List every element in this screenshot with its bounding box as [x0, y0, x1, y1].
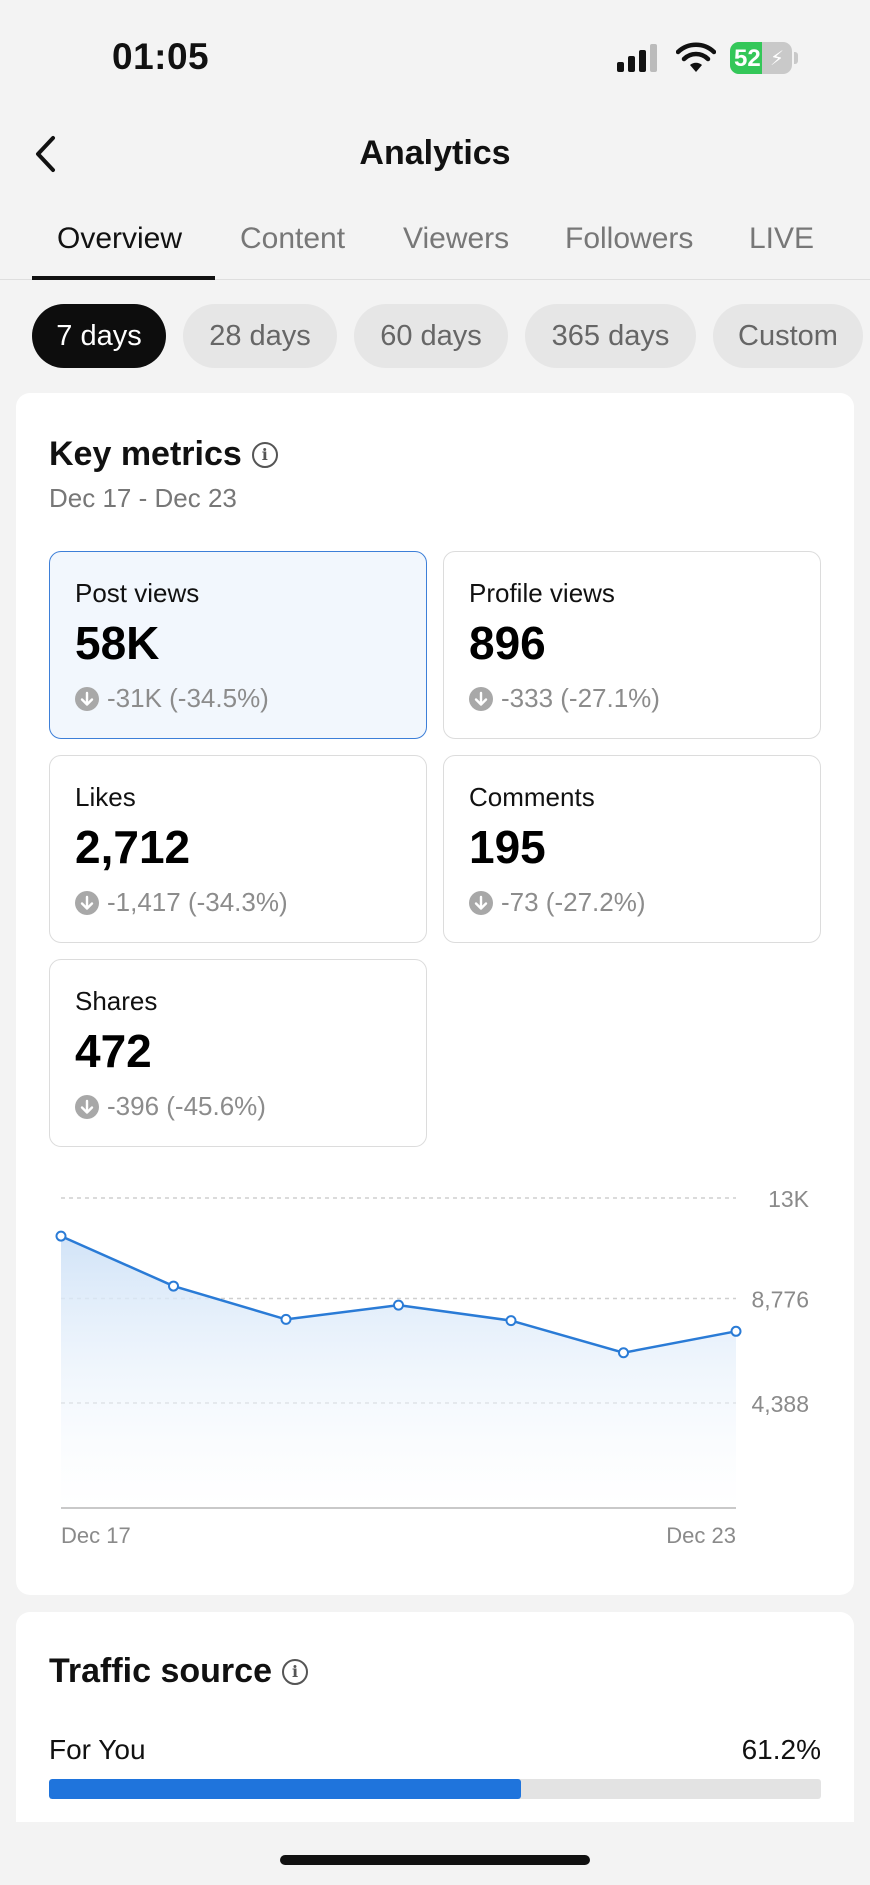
page-title: Analytics [359, 134, 511, 172]
battery-level: 52 [734, 45, 761, 72]
tab-overview[interactable]: Overview [57, 222, 183, 255]
chart-data-point [730, 1325, 742, 1337]
status-time: 01:05 [112, 36, 210, 77]
active-tab-indicator [32, 276, 215, 280]
key-metrics-header: Key metrics i [49, 435, 278, 474]
metric-change: -73 (-27.2%) [469, 887, 646, 918]
metric-change-value: -333 (-27.1%) [501, 683, 660, 713]
metric-change-value: -31K (-34.5%) [107, 683, 269, 713]
tab-content[interactable]: Content [240, 222, 346, 255]
metric-card-post-views[interactable]: Post views 58K -31K (-34.5%) [49, 551, 427, 739]
chart-data-point [168, 1280, 179, 1292]
info-icon[interactable]: i [251, 441, 278, 468]
range-chip-custom[interactable]: Custom [713, 304, 863, 368]
metric-value: 58K [75, 617, 160, 669]
metric-card-comments[interactable]: Comments 195 -73 (-27.2%) [443, 755, 821, 943]
post-views-chart: 13K 8,776 4,388 Dec 17 Dec 23 [55, 1186, 810, 1548]
back-button[interactable] [24, 130, 68, 178]
key-metrics-card: Key metrics i Dec 17 - Dec 23 Post views… [16, 393, 854, 1595]
metric-value: 896 [469, 617, 546, 669]
metric-value: 195 [469, 821, 546, 873]
metric-change-value: -396 (-45.6%) [107, 1091, 266, 1121]
y-tick-label: 4,388 [751, 1391, 809, 1417]
battery-icon: 52 ⚡ [730, 42, 792, 74]
chart-data-point [618, 1347, 629, 1359]
y-tick-label: 8,776 [751, 1287, 809, 1313]
metric-change-value: -73 (-27.2%) [501, 887, 646, 917]
traffic-source-title: Traffic source [49, 1652, 272, 1690]
metric-change-value: -1,417 (-34.3%) [107, 887, 288, 917]
tab-followers[interactable]: Followers [565, 222, 694, 255]
traffic-source-card: Traffic source i For You 61.2% [16, 1612, 854, 1822]
metric-change: -1,417 (-34.3%) [75, 887, 288, 918]
arrow-down-icon [469, 686, 493, 711]
metric-label: Profile views [469, 578, 615, 608]
metric-change: -333 (-27.1%) [469, 683, 660, 714]
range-chip-60-days[interactable]: 60 days [354, 304, 508, 368]
range-chip-28-days[interactable]: 28 days [183, 304, 337, 368]
info-icon[interactable]: i [281, 1658, 308, 1685]
chart-data-point [55, 1230, 67, 1242]
arrow-down-icon [75, 1094, 99, 1119]
chart-data-point [280, 1313, 292, 1325]
metric-card-shares[interactable]: Shares 472 -396 (-45.6%) [49, 959, 427, 1147]
arrow-down-icon [75, 890, 99, 915]
traffic-source-label: For You [49, 1734, 146, 1765]
traffic-source-percent: 61.2% [741, 1734, 821, 1765]
x-tick-label: Dec 23 [666, 1523, 736, 1548]
metric-change: -31K (-34.5%) [75, 683, 269, 714]
chart-area-fill [61, 1236, 736, 1508]
range-chip-7-days[interactable]: 7 days [32, 304, 166, 368]
battery-cap [794, 52, 798, 64]
y-tick-label: 13K [768, 1186, 810, 1212]
metric-card-likes[interactable]: Likes 2,712 -1,417 (-34.3%) [49, 755, 427, 943]
metric-label: Post views [75, 578, 200, 608]
traffic-source-header: Traffic source i [49, 1652, 308, 1691]
key-metrics-date-range: Dec 17 - Dec 23 [49, 483, 237, 513]
traffic-source-bar-fill [49, 1779, 522, 1799]
wifi-icon [676, 42, 716, 72]
traffic-source-bar [49, 1779, 821, 1799]
tab-bar: Overview Content Viewers Followers LIVE [0, 210, 870, 280]
date-range-selector: 7 days 28 days 60 days 365 days Custom [0, 304, 870, 370]
tab-live[interactable]: LIVE [749, 222, 815, 255]
x-tick-label: Dec 17 [61, 1523, 131, 1548]
metric-label: Shares [75, 986, 158, 1016]
cellular-signal-icon [617, 44, 661, 72]
tab-viewers[interactable]: Viewers [403, 222, 510, 255]
metric-value: 2,712 [75, 821, 191, 873]
chevron-left-icon [36, 136, 55, 172]
charging-bolt-icon: ⚡ [770, 48, 785, 70]
metric-change: -396 (-45.6%) [75, 1091, 266, 1122]
arrow-down-icon [469, 890, 493, 915]
range-chip-365-days[interactable]: 365 days [525, 304, 696, 368]
home-indicator [280, 1855, 590, 1865]
arrow-down-icon [75, 686, 99, 711]
chart-data-point [505, 1315, 517, 1327]
key-metrics-title: Key metrics [49, 435, 242, 473]
metric-card-profile-views[interactable]: Profile views 896 -333 (-27.1%) [443, 551, 821, 739]
metric-value: 472 [75, 1025, 152, 1077]
metric-label: Comments [469, 782, 595, 812]
metric-label: Likes [75, 782, 136, 812]
status-bar: 01:05 52 ⚡ [0, 0, 870, 110]
chart-data-point [393, 1299, 404, 1311]
